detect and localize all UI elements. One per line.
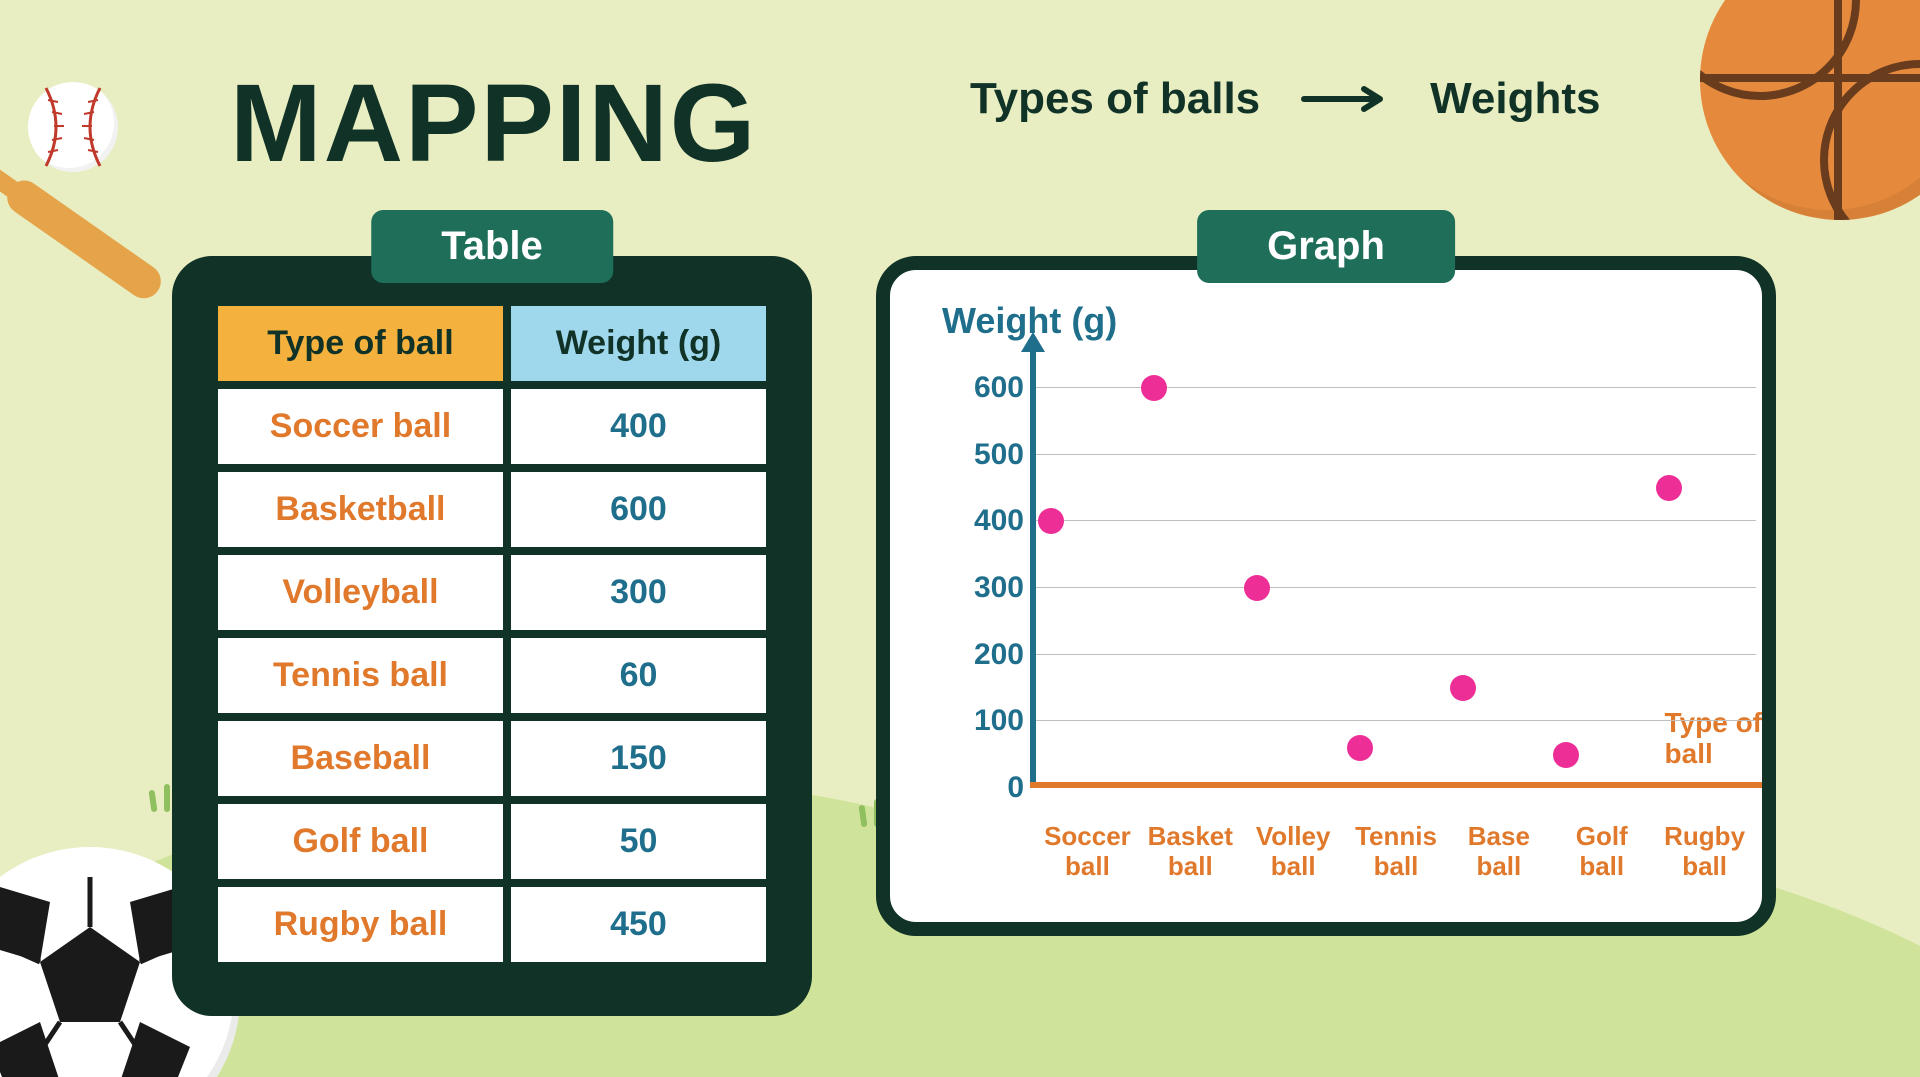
y-tick-label: 200 [946,638,1024,672]
x-axis-categories: SoccerballBasketballVolleyballTennisball… [1036,816,1756,882]
x-axis [1030,782,1762,788]
table-cell-weight: 450 [511,887,766,962]
x-axis-label: Type ofball [1665,708,1762,770]
x-tick-label: Golfball [1550,816,1653,882]
gridline [1036,520,1756,521]
data-point [1244,575,1270,601]
table-header-type: Type of ball [218,306,503,381]
x-tick-label: Basketball [1139,816,1242,882]
y-tick-label: 300 [946,571,1024,605]
scatter-plot: Type ofball SoccerballBasketballVolleyba… [946,356,1756,816]
y-tick-label: 400 [946,504,1024,538]
baseball-icon [28,82,118,172]
table-row: Basketball600 [218,472,766,547]
table-cell-type: Basketball [218,472,503,547]
data-point [1450,675,1476,701]
table-cell-weight: 150 [511,721,766,796]
graph-panel: Graph Weight (g) Type ofball SoccerballB… [876,256,1776,936]
table-cell-weight: 50 [511,804,766,879]
table-cell-type: Baseball [218,721,503,796]
gridline [1036,587,1756,588]
basketball-icon [1700,0,1920,220]
table-row: Rugby ball450 [218,887,766,962]
data-table: Type of ball Weight (g) Soccer ball400Ba… [210,298,774,970]
table-cell-type: Volleyball [218,555,503,630]
y-tick-label: 500 [946,438,1024,472]
table-cell-weight: 600 [511,472,766,547]
data-point [1141,375,1167,401]
y-tick-label: 600 [946,371,1024,405]
table-panel: Table Type of ball Weight (g) Soccer bal… [172,256,812,1016]
gridline [1036,454,1756,455]
page-title: MAPPING [230,60,757,187]
table-row: Golf ball50 [218,804,766,879]
table-cell-type: Rugby ball [218,887,503,962]
table-header-weight: Weight (g) [511,306,766,381]
mapping-subtitle: Types of balls Weights [970,74,1600,124]
table-row: Tennis ball60 [218,638,766,713]
table-cell-type: Soccer ball [218,389,503,464]
x-tick-label: Rugbyball [1653,816,1756,882]
table-cell-weight: 300 [511,555,766,630]
table-row: Baseball150 [218,721,766,796]
data-point [1347,735,1373,761]
graph-panel-tab: Graph [1197,210,1455,283]
table-cell-type: Golf ball [218,804,503,879]
table-row: Soccer ball400 [218,389,766,464]
table-cell-weight: 400 [511,389,766,464]
gridline [1036,720,1756,721]
x-tick-label: Soccerball [1036,816,1139,882]
table-row: Volleyball300 [218,555,766,630]
subtitle-right: Weights [1430,74,1600,124]
y-axis-label: Weight (g) [942,300,1728,342]
y-tick-label: 100 [946,704,1024,738]
data-point [1553,742,1579,768]
x-tick-label: Volleyball [1242,816,1345,882]
subtitle-left: Types of balls [970,74,1260,124]
data-point [1038,508,1064,534]
x-tick-label: Tennisball [1345,816,1448,882]
table-panel-tab: Table [371,210,613,283]
x-tick-label: Baseball [1447,816,1550,882]
table-cell-weight: 60 [511,638,766,713]
y-tick-label: 0 [946,771,1024,805]
y-axis [1030,344,1036,788]
arrow-right-icon [1300,84,1390,114]
table-cell-type: Tennis ball [218,638,503,713]
gridline [1036,654,1756,655]
data-point [1656,475,1682,501]
